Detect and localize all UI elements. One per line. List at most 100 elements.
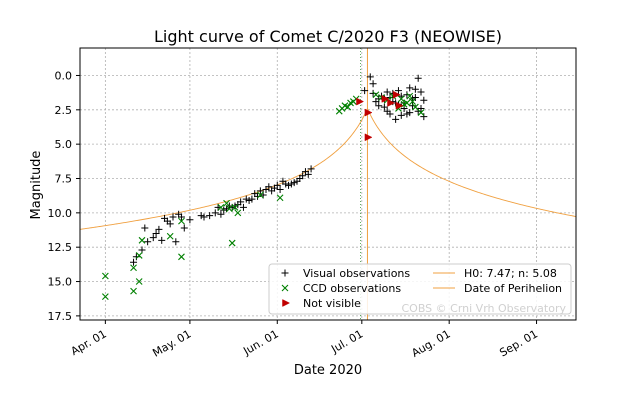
visual-observation-point [380, 103, 388, 111]
visual-observation-point [273, 181, 281, 189]
visual-observation-point [420, 113, 428, 121]
ccd-observation-point [234, 209, 242, 217]
x-tick-label: Apr. 01 [69, 327, 109, 358]
visual-observation-point [169, 213, 177, 221]
axes-frame [79, 47, 577, 321]
visual-observation-point [211, 209, 219, 217]
ccd-observation-point [344, 103, 352, 111]
ccd-observation-point [417, 109, 425, 116]
ccd-observation-point [130, 264, 137, 272]
not-visible-point [381, 94, 390, 103]
visual-observation-point [186, 216, 194, 224]
visual-observation-point [130, 258, 138, 266]
legend-label: Date of Perihelion [464, 282, 562, 295]
legend: Visual observations CCD observations Not v… [268, 263, 572, 315]
visual-observation-point [403, 91, 411, 99]
legend-label: Visual observations [303, 267, 410, 280]
not-visible-point [282, 299, 291, 307]
visual-observation-point [276, 185, 284, 193]
not-visible-point [392, 90, 401, 99]
visual-observation-point [177, 213, 185, 221]
y-tick-label: 10.0 [48, 207, 73, 220]
ccd-observation-point [256, 191, 264, 199]
y-tick-label: 7.5 [55, 173, 73, 186]
y-tick-label: 0.0 [55, 69, 73, 82]
visual-observation-point [144, 238, 152, 246]
visual-observation-point [392, 115, 400, 123]
visual-observation-point [361, 87, 369, 95]
visual-observation-point [409, 102, 417, 110]
x-tick-label: Jun. 01 [240, 327, 280, 358]
visual-observation-point [155, 225, 163, 233]
x-tick-label: Aug. 01 [409, 327, 452, 360]
ccd-observation-point [231, 203, 239, 211]
ccd-observation-point [406, 92, 414, 100]
y-tick-label: 17.5 [48, 310, 73, 323]
ccd-observation-point [223, 199, 230, 207]
visual-observation-point [406, 84, 414, 92]
y-tick-label: 2.5 [55, 104, 73, 117]
not-visible-point [364, 108, 373, 117]
x-tick-label: May. 01 [150, 327, 193, 359]
x-axis-label: Date 2020 [294, 363, 362, 378]
visual-observation-point [383, 88, 391, 96]
visual-observation-point [248, 195, 256, 203]
ccd-observation-point [217, 203, 225, 211]
visual-observation-point [132, 253, 140, 261]
visual-observation-point [394, 87, 402, 95]
ccd-observation-point [101, 293, 109, 301]
ccd-observation-point [228, 239, 236, 247]
visual-observation-point [386, 110, 394, 118]
visual-observation-point [411, 93, 419, 101]
visual-observation-point [141, 224, 149, 232]
visual-observation-point [158, 236, 166, 244]
y-tick-label: 15.0 [48, 276, 73, 289]
visual-observation-point [417, 88, 425, 96]
visual-observation-point [375, 95, 383, 103]
ccd-observation-point [135, 278, 143, 285]
legend-label: CCD observations [303, 282, 401, 295]
legend-label: H0: 7.47; n: 5.08 [464, 267, 557, 280]
model-curve [80, 107, 576, 230]
ccd-observation-point [409, 98, 416, 105]
visual-observation-point [403, 110, 411, 118]
legend-label: Not visible [303, 297, 361, 310]
not-visible-point [356, 97, 365, 106]
visual-observation-point [375, 102, 383, 110]
visual-observation-point [366, 73, 374, 81]
visual-observation-point [420, 96, 428, 104]
y-axis-label: Magnitude [29, 151, 44, 220]
y-tick-label: 5.0 [55, 138, 73, 151]
not-visible-point [364, 133, 373, 142]
visual-observation-point [299, 172, 307, 180]
visual-observation-point [397, 111, 405, 119]
ccd-observation-point [411, 103, 419, 111]
visual-observation-point [180, 224, 188, 232]
visual-observation-point [172, 238, 180, 246]
visual-observation-point [217, 210, 225, 218]
visual-observation-point [206, 212, 214, 220]
visual-observation-point [149, 234, 157, 242]
chart-title: Light curve of Comet C/2020 F3 (NEOWISE) [154, 27, 502, 46]
not-visible-point [395, 101, 404, 110]
visual-observation-point [152, 229, 160, 237]
visual-observation-point [304, 170, 312, 178]
ccd-observation-point [130, 287, 137, 295]
not-visible-point [387, 99, 396, 107]
ccd-observation-point [178, 217, 185, 225]
ccd-observation-point [138, 236, 146, 244]
visual-observation-point [307, 165, 315, 173]
visual-observation-point [166, 220, 174, 228]
visual-observation-point [239, 203, 247, 211]
visual-observation-point [237, 198, 245, 206]
visual-observation-point [411, 85, 419, 93]
visual-observation-point [414, 74, 422, 82]
ccd-observation-point [276, 194, 284, 202]
visual-observation-point [369, 80, 377, 88]
ccd-observation-point [135, 252, 143, 259]
visual-observation-point [414, 107, 422, 115]
ccd-observation-point [397, 95, 405, 103]
y-tick-label: 12.5 [48, 241, 73, 254]
ccd-observation-point [178, 253, 185, 261]
